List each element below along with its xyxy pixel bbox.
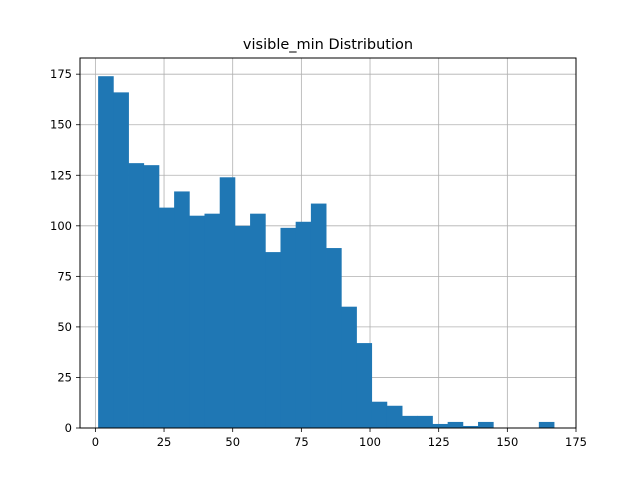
histogram-bar [189,215,205,428]
histogram-bar [432,423,449,428]
y-tick-label: 50 [57,320,72,334]
x-tick-label: 150 [496,435,518,449]
y-tick-label: 100 [50,219,72,233]
y-tick-label: 75 [57,269,72,283]
histogram-bar [143,165,160,428]
x-tick-label: 100 [359,435,381,449]
histogram-bar [98,76,114,428]
x-axis: 0 25 50 75 100 125 150 175 [92,428,587,449]
histogram-bar [310,203,327,428]
x-tick-label: 175 [565,435,587,449]
histogram-bar [158,207,175,428]
histogram-bar [371,401,388,428]
x-tick-label: 125 [428,435,450,449]
y-tick-label: 125 [50,168,72,182]
histogram-bar [265,252,281,428]
plot-frame [79,57,577,429]
histogram-bar [295,221,312,428]
histogram-bar [341,306,357,428]
histogram-bar [204,213,221,428]
histogram-bar [356,343,373,428]
y-tick-label: 0 [65,421,72,435]
histogram-bar [128,163,145,428]
histogram-bar [402,415,418,428]
histogram-bar [113,92,129,429]
histogram-bar [538,421,555,428]
histogram-bar [326,248,342,428]
histogram-bar [478,421,494,428]
y-axis: 0 25 50 75 100 125 150 175 [50,67,80,435]
histogram-bar [234,225,251,428]
chart-title: visible_min Distribution [243,37,413,53]
x-tick-label: 75 [294,435,309,449]
histogram-bar [250,213,266,428]
histogram-bar [447,421,464,428]
histogram-bar [280,227,297,428]
histogram-bar [219,177,236,428]
y-tick-label: 25 [57,370,72,384]
bars [98,76,555,429]
histogram-bar [386,405,403,428]
x-tick-label: 0 [92,435,99,449]
histogram-bar [417,415,433,428]
histogram-bar [462,425,479,428]
y-tick-label: 150 [50,118,72,132]
histogram-bar [174,191,190,428]
y-tick-label: 175 [50,67,72,81]
x-tick-label: 25 [157,435,172,449]
x-tick-label: 50 [225,435,240,449]
